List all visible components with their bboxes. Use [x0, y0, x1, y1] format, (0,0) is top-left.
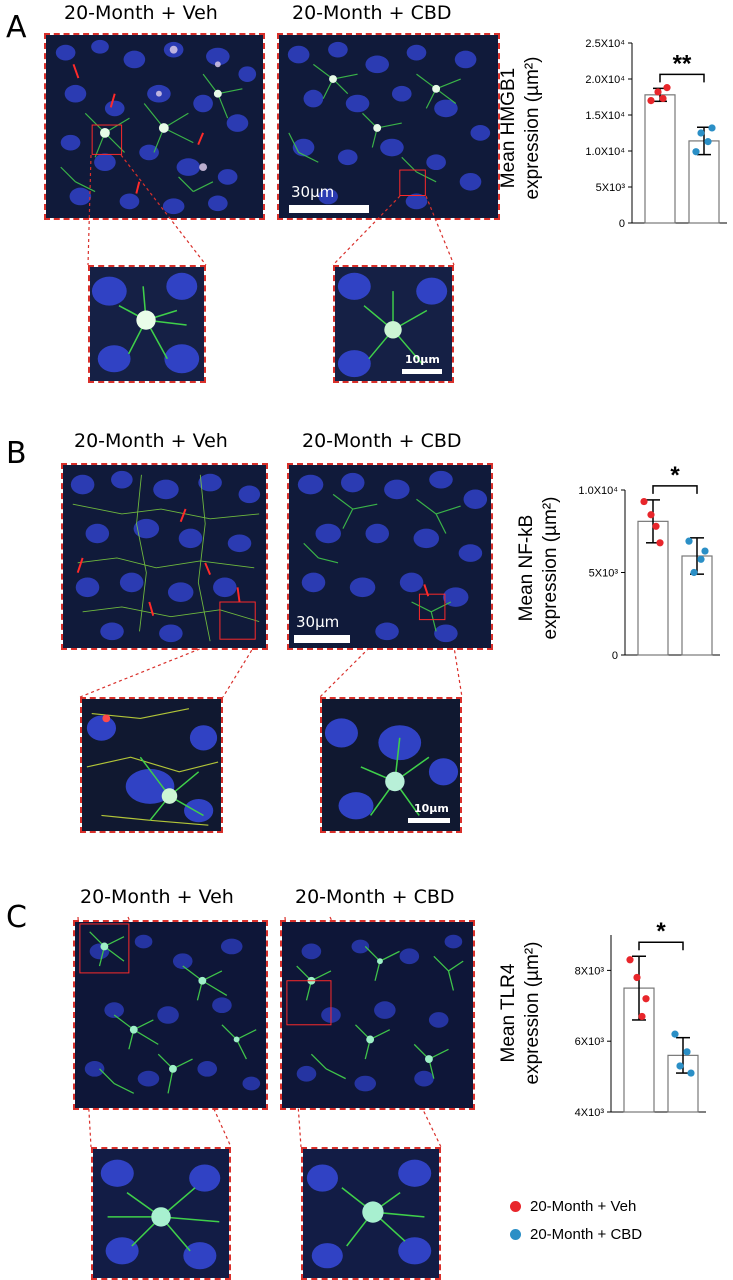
significance-marker: * — [670, 462, 680, 489]
panel-a-cbd-zoom: 10µm — [333, 265, 454, 383]
y-tick-label: 1.5X10⁴ — [585, 110, 625, 122]
panel-c-veh-title: 20-Month + Veh — [80, 886, 234, 908]
panel-b-zoom-scalebar — [408, 818, 450, 823]
zoom-image — [82, 699, 221, 831]
panel-a-zoom-scalebar — [402, 369, 442, 374]
data-point — [638, 1012, 646, 1021]
data-point — [663, 84, 671, 92]
y-tick-label: 5X10³ — [589, 568, 619, 580]
y-tick-label: 4X10³ — [575, 1107, 605, 1119]
data-point — [708, 124, 716, 132]
panel-a-cbd-micrograph: 30µm — [277, 33, 500, 220]
micrograph-image — [46, 35, 263, 218]
data-point — [697, 555, 705, 563]
zoom-image — [90, 267, 204, 381]
data-point — [652, 522, 660, 530]
panel-b-zoom-scalebar-label: 10µm — [414, 802, 449, 815]
y-axis-label-line1: Mean TLR4 — [498, 963, 519, 1062]
panel-a-chart: Mean HMGB1 expression (µm²) 0 5X10³ 1.0X10… — [498, 38, 727, 230]
data-point — [671, 1030, 679, 1038]
y-tick-label: 5X10³ — [596, 182, 626, 194]
panel-c-cbd-title: 20-Month + CBD — [295, 886, 455, 908]
panel-b-scalebar-label: 30µm — [296, 613, 340, 631]
legend-item-veh: 20-Month + Veh — [510, 1198, 636, 1215]
zoom-image — [322, 699, 460, 831]
data-point — [683, 1048, 691, 1056]
y-tick-label: 2.5X10⁴ — [585, 38, 625, 50]
data-point — [704, 138, 712, 146]
data-point — [701, 547, 709, 555]
micrograph-image — [75, 922, 266, 1108]
y-axis-label-line1: Mean HMGB1 — [498, 68, 519, 188]
panel-a-cbd-title: 20-Month + CBD — [292, 2, 452, 24]
data-point — [692, 148, 700, 156]
panel-c-veh-micrograph — [73, 920, 268, 1110]
panel-b-veh-zoom — [80, 697, 223, 833]
y-axis-label-line2: expression (µm²) — [522, 942, 543, 1085]
panel-a-scalebar-label: 30µm — [291, 183, 335, 201]
micrograph-image — [63, 465, 266, 648]
data-point — [640, 497, 648, 506]
bar — [644, 94, 676, 224]
panel-b-chart: Mean NF-kB expression (µm²) 0 5X10³ 1.0X10… — [516, 462, 720, 662]
micrograph-image — [289, 465, 491, 648]
panel-a-zoom-scalebar-label: 10µm — [405, 353, 440, 366]
y-tick-label: 1.0X10⁴ — [578, 485, 618, 497]
y-tick-label: 0 — [619, 218, 625, 230]
panel-c-veh-zoom — [91, 1147, 231, 1280]
micrograph-image — [279, 35, 498, 218]
micrograph-image — [282, 922, 473, 1108]
legend-label-cbd: 20-Month + CBD — [530, 1226, 643, 1243]
zoom-image — [303, 1149, 439, 1278]
y-tick-label: 8X10³ — [575, 965, 605, 977]
significance-bracket — [659, 73, 705, 83]
y-tick-label: 0 — [612, 650, 618, 662]
significance-bracket — [652, 485, 698, 494]
panel-a-veh-title: 20-Month + Veh — [64, 2, 218, 24]
data-point — [647, 97, 655, 105]
y-tick-label: 6X10³ — [575, 1036, 605, 1048]
y-axis-label-line1: Mean NF-kB — [516, 515, 537, 622]
data-point — [690, 568, 698, 577]
significance-marker: ** — [673, 50, 692, 77]
legend-item-cbd: 20-Month + CBD — [510, 1226, 642, 1243]
data-point — [633, 973, 641, 982]
panel-b-cbd-micrograph: 30µm — [287, 463, 493, 650]
panel-c-cbd-micrograph — [280, 920, 475, 1110]
data-point — [647, 511, 655, 519]
data-point — [654, 88, 662, 96]
y-tick-label: 1.0X10⁴ — [585, 146, 625, 158]
panel-b-veh-title: 20-Month + Veh — [74, 430, 228, 452]
data-point — [642, 995, 650, 1003]
legend-dot-veh — [510, 1201, 521, 1212]
panel-c-cbd-zoom — [301, 1147, 441, 1280]
data-point — [676, 1062, 684, 1070]
data-point — [626, 956, 634, 964]
significance-marker: * — [656, 918, 666, 945]
zoom-image — [335, 267, 452, 381]
data-point — [687, 1069, 695, 1077]
y-tick-label: 2.0X10⁴ — [585, 74, 625, 86]
panel-b-veh-micrograph — [61, 463, 268, 650]
panel-letter-b: B — [6, 436, 27, 471]
data-point — [656, 539, 664, 547]
data-point — [697, 129, 705, 137]
zoom-image — [93, 1149, 229, 1278]
panel-a-veh-zoom — [88, 265, 206, 383]
panel-a-scalebar — [289, 205, 369, 213]
panel-b-cbd-zoom: 10µm — [320, 697, 462, 833]
legend-dot-cbd — [510, 1229, 521, 1240]
panel-letter-a: A — [6, 10, 27, 45]
data-point — [685, 537, 693, 545]
panel-b-cbd-title: 20-Month + CBD — [302, 430, 462, 452]
legend-label-veh: 20-Month + Veh — [530, 1198, 637, 1215]
y-axis-label-line2: expression (µm²) — [540, 497, 561, 640]
significance-bracket — [638, 941, 684, 951]
panel-b-scalebar — [294, 635, 350, 643]
y-axis-label-line2: expression (µm²) — [522, 57, 543, 200]
panel-letter-c: C — [6, 900, 27, 935]
panel-a-veh-micrograph — [44, 33, 265, 220]
panel-c-chart: Mean TLR4 expression (µm²) 4X10³ 6X10³ 8X1… — [498, 918, 706, 1119]
data-point — [659, 94, 667, 103]
